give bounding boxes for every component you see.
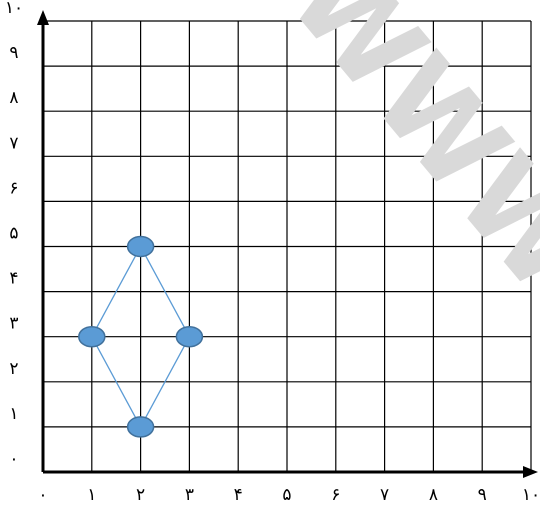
series-segment	[91, 246, 142, 338]
watermark: WWW	[263, 0, 540, 318]
axes	[37, 10, 538, 478]
y-tick-label: ۱	[9, 404, 18, 424]
y-axis-arrow-icon	[37, 10, 49, 25]
watermark-text: WWW	[263, 0, 540, 318]
y-tick-label: ۳	[9, 314, 18, 334]
y-tick-label: ۹	[9, 43, 18, 63]
grid	[43, 20, 532, 472]
x-axis-arrow-icon	[523, 466, 538, 478]
x-tick-label: ۱۰	[522, 485, 540, 505]
series-segment	[91, 336, 142, 428]
x-tick-label: ۱	[87, 485, 96, 505]
x-tick-label: ۵	[282, 485, 291, 505]
x-tick-label: ۷	[380, 485, 389, 505]
x-tick-label: ۲	[136, 485, 145, 505]
x-tick-label: ۳	[185, 485, 194, 505]
series-segment	[140, 246, 190, 338]
data-point-marker	[126, 235, 155, 258]
data-point-marker	[78, 325, 106, 348]
y-tick-label: ۲	[9, 359, 18, 379]
x-tick-label: ۴	[234, 485, 243, 505]
x-tick-label: ۹	[478, 485, 487, 505]
data-point-marker	[175, 325, 204, 348]
data-point-marker	[126, 416, 155, 438]
x-tick-label: ۸	[429, 485, 438, 505]
y-tick-labels: ۰ ۱ ۲ ۳ ۴ ۵ ۶ ۷ ۸ ۹ ۱۰	[5, 0, 23, 469]
x-tick-labels: ۰ ۱ ۲ ۳ ۴ ۵ ۶ ۷ ۸ ۹ ۱۰	[38, 485, 540, 505]
y-tick-label: ۶	[9, 178, 18, 198]
series-segment	[140, 336, 190, 428]
x-tick-label: ۰	[38, 485, 47, 505]
data-series	[78, 235, 204, 438]
x-tick-label: ۶	[331, 485, 340, 505]
y-tick-label: ۸	[9, 88, 18, 108]
y-tick-label: ۵	[9, 224, 18, 244]
y-tick-label: ۴	[9, 269, 18, 289]
y-tick-label: ۷	[9, 133, 18, 153]
y-tick-label: ۱۰	[5, 0, 23, 18]
y-tick-label: ۰	[9, 449, 18, 469]
